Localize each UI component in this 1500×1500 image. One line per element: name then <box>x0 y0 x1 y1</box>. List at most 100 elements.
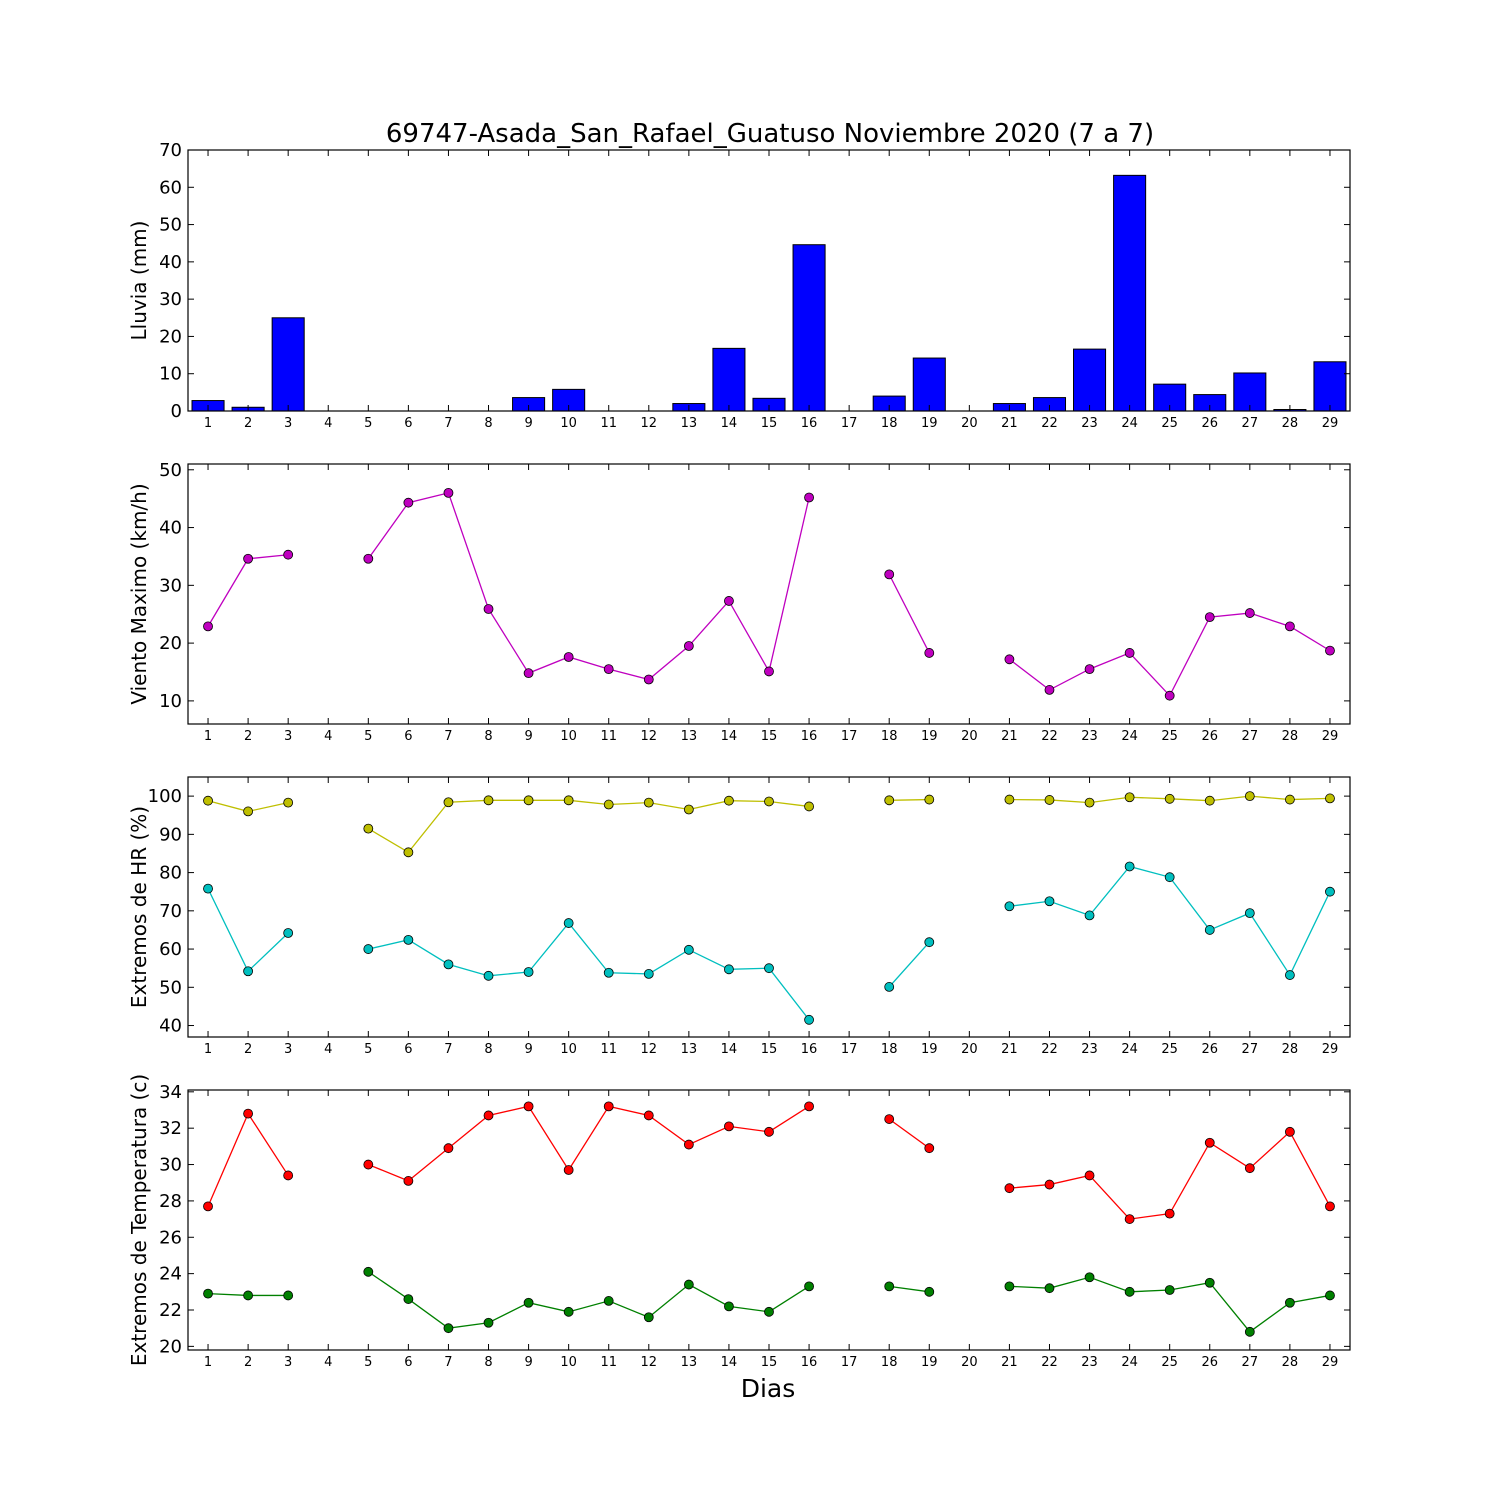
bar-day-24 <box>1113 174 1147 412</box>
point-day-23 <box>1084 1170 1095 1181</box>
point-day-11 <box>603 799 614 810</box>
point-day-12 <box>643 969 654 979</box>
point-day-27 <box>1244 1326 1255 1337</box>
y-tick-label: 90 <box>159 824 182 845</box>
x-tick-label: 11 <box>600 1355 617 1370</box>
y-tick-label: 70 <box>159 140 182 161</box>
point-day-6 <box>403 1294 414 1304</box>
series-line-segment <box>888 1118 930 1149</box>
point-day-11 <box>603 1296 614 1306</box>
bar-day-19 <box>912 357 946 412</box>
point-day-5 <box>363 1159 374 1170</box>
point-day-27 <box>1244 608 1255 618</box>
x-tick-label: 29 <box>1322 416 1339 431</box>
x-tick-label: 24 <box>1121 1355 1138 1370</box>
x-tick-label: 5 <box>364 729 372 744</box>
point-day-7 <box>443 1323 454 1334</box>
x-tick-label: 21 <box>1001 729 1018 744</box>
point-day-23 <box>1084 797 1095 808</box>
x-tick-label: 27 <box>1242 1042 1259 1057</box>
y-tick-label: 30 <box>159 1155 182 1176</box>
x-tick-label: 12 <box>641 1042 658 1057</box>
point-day-29 <box>1325 886 1335 897</box>
point-day-16 <box>804 1101 814 1112</box>
point-day-15 <box>764 1306 774 1317</box>
point-day-29 <box>1325 793 1335 804</box>
point-day-6 <box>403 934 414 945</box>
x-tick-label: 14 <box>721 1042 738 1057</box>
x-tick-label: 17 <box>841 1355 858 1370</box>
point-day-24 <box>1124 792 1135 803</box>
x-tick-label: 5 <box>364 1355 372 1370</box>
y-tick-label: 28 <box>159 1191 182 1212</box>
point-day-14 <box>724 1301 734 1312</box>
series-line-segment <box>889 798 930 801</box>
point-day-18 <box>884 1114 895 1124</box>
point-day-3 <box>283 1170 294 1181</box>
x-tick-label: 14 <box>721 729 738 744</box>
x-tick-label: 3 <box>284 416 292 431</box>
x-tick-label: 28 <box>1282 729 1299 744</box>
point-day-9 <box>523 795 534 806</box>
x-tick-label: 9 <box>524 1355 532 1370</box>
point-day-28 <box>1285 1126 1295 1137</box>
point-day-26 <box>1204 1137 1215 1148</box>
x-tick-label: 17 <box>841 729 858 744</box>
point-day-19 <box>924 794 935 805</box>
y-tick-label: 26 <box>159 1227 182 1248</box>
series-line-segment <box>207 554 289 627</box>
point-day-13 <box>683 1139 694 1150</box>
y-tick-label: 60 <box>159 939 182 960</box>
point-day-21 <box>1004 1183 1015 1194</box>
series-line-segment <box>888 574 930 654</box>
point-day-8 <box>483 604 494 614</box>
point-day-29 <box>1325 1290 1335 1301</box>
point-day-7 <box>443 487 454 498</box>
point-day-5 <box>363 553 374 564</box>
x-tick-label: 1 <box>204 1042 212 1057</box>
x-tick-label: 27 <box>1242 416 1259 431</box>
point-day-8 <box>483 1110 494 1121</box>
x-tick-label: 19 <box>921 1355 938 1370</box>
x-tick-label: 1 <box>204 1355 212 1370</box>
y-tick-label: 50 <box>159 977 182 998</box>
point-day-22 <box>1044 1283 1055 1294</box>
point-day-25 <box>1164 690 1175 701</box>
x-tick-label: 26 <box>1201 1042 1218 1057</box>
x-tick-label: 10 <box>560 416 577 431</box>
x-tick-label: 23 <box>1081 1355 1098 1370</box>
x-tick-label: 17 <box>841 1042 858 1057</box>
x-tick-label: 5 <box>364 1042 372 1057</box>
point-day-16 <box>804 1281 814 1292</box>
series-line-segment <box>888 941 930 988</box>
x-tick-label: 20 <box>961 1042 978 1057</box>
x-tick-label: 12 <box>641 416 658 431</box>
point-day-3 <box>283 1290 294 1301</box>
x-tick-label: 3 <box>284 1355 292 1370</box>
point-day-1 <box>203 883 213 894</box>
x-tick-label: 29 <box>1322 1355 1339 1370</box>
x-tick-label: 24 <box>1121 1042 1138 1057</box>
point-day-11 <box>603 664 614 675</box>
bar-day-27 <box>1233 372 1267 412</box>
series-line-segment <box>889 1285 930 1293</box>
x-tick-label: 7 <box>444 1042 452 1057</box>
point-day-23 <box>1084 910 1095 921</box>
x-tick-label: 20 <box>961 729 978 744</box>
y-axis-label: Extremos de HR (%) <box>127 806 151 1008</box>
point-day-23 <box>1084 1272 1095 1283</box>
point-day-25 <box>1164 1285 1175 1295</box>
point-day-1 <box>203 795 213 806</box>
x-tick-label: 21 <box>1001 1355 1018 1370</box>
point-day-28 <box>1285 621 1295 632</box>
x-tick-label: 10 <box>560 1042 577 1057</box>
chart-title: 69747-Asada_San_Rafael_Guatuso Noviembre… <box>386 119 1154 149</box>
point-day-14 <box>724 1121 734 1132</box>
x-tick-label: 22 <box>1041 1042 1058 1057</box>
y-axis-label: Extremos de Temperatura (c) <box>127 1074 151 1366</box>
y-tick-label: 30 <box>159 289 182 310</box>
x-tick-label: 8 <box>484 729 492 744</box>
x-tick-label: 8 <box>484 416 492 431</box>
